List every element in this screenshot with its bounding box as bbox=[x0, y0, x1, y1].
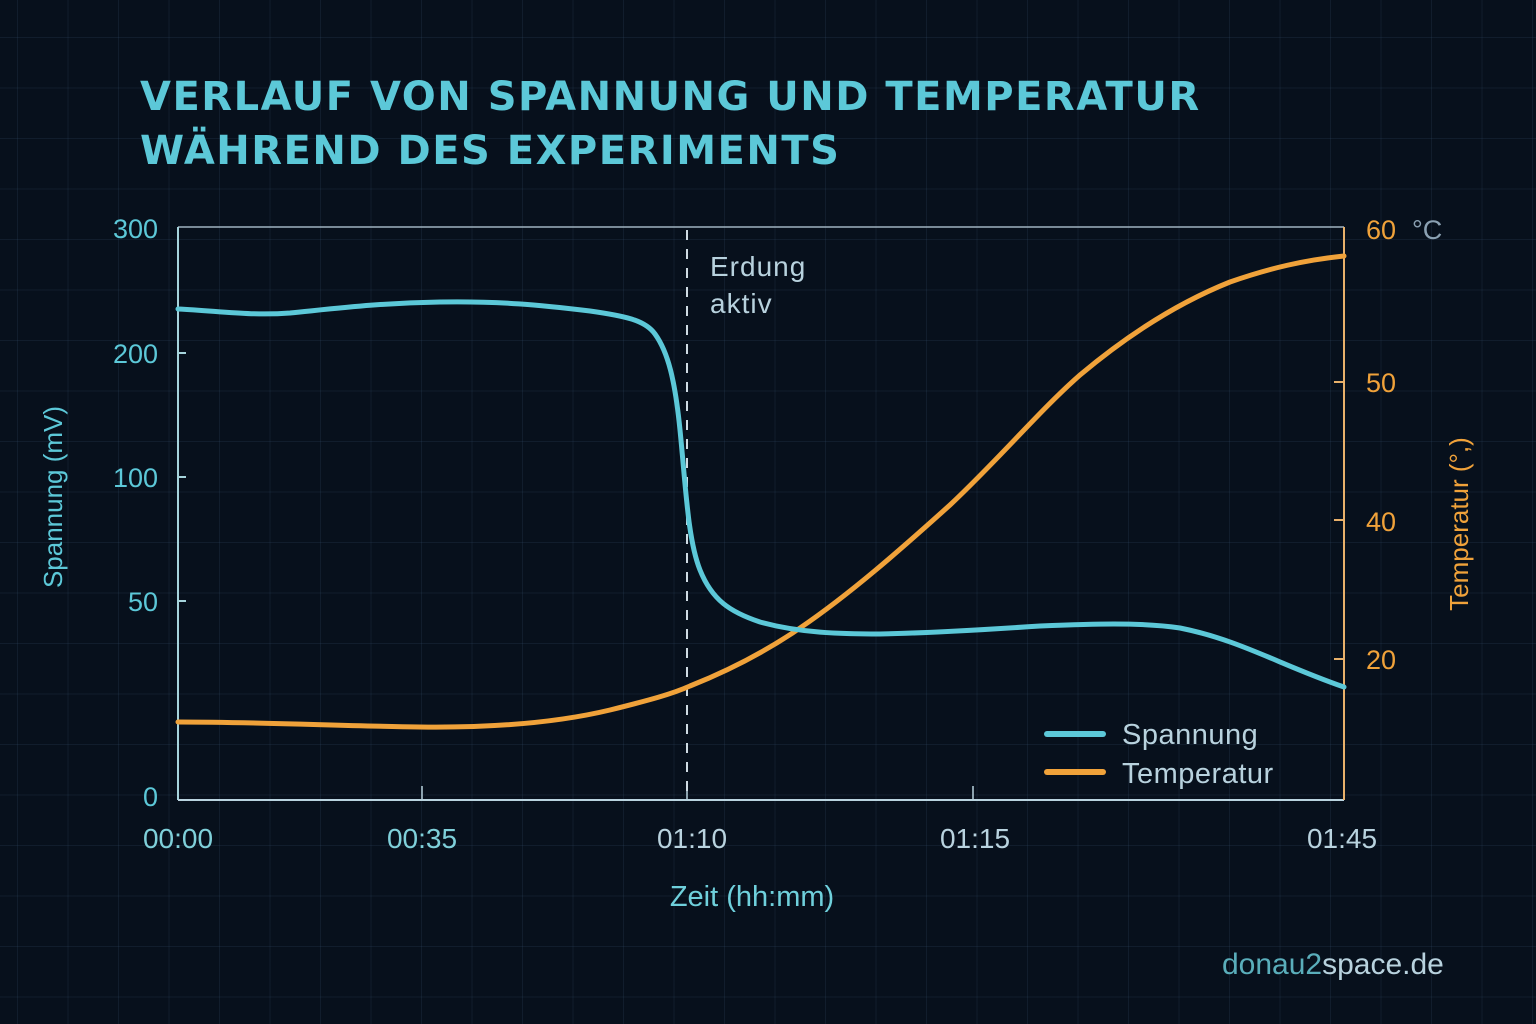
x-axis-ticks bbox=[421, 786, 974, 800]
y-right-tick-50: 50 bbox=[1366, 368, 1396, 398]
watermark: donau2space.de bbox=[1222, 948, 1444, 981]
x-tick-0000: 00:00 bbox=[143, 823, 213, 854]
y-left-axis-label: Spannung (mV) bbox=[38, 406, 68, 588]
chart-title-line1: VERLAUF VON SPANNUNG UND TEMPERATUR bbox=[140, 74, 1201, 120]
left-axis-ticks bbox=[178, 352, 186, 602]
plot-frame bbox=[177, 226, 1345, 801]
spannung-line bbox=[175, 299, 1347, 690]
y-right-unit: °C bbox=[1412, 215, 1442, 245]
temperatur-line bbox=[175, 253, 1347, 730]
legend: Spannung Temperatur bbox=[1044, 719, 1274, 790]
y-left-tick-50: 50 bbox=[128, 587, 158, 617]
y-left-tick-0: 0 bbox=[143, 782, 158, 812]
annotation-line2: aktiv bbox=[710, 288, 773, 319]
chart-title: VERLAUF VON SPANNUNG UND TEMPERATUR WÄHR… bbox=[140, 70, 1201, 178]
legend-item-temperatur: Temperatur bbox=[1044, 758, 1274, 790]
y-right-tick-20: 20 bbox=[1366, 645, 1396, 675]
legend-label-temperatur: Temperatur bbox=[1122, 758, 1274, 790]
x-tick-0115: 01:15 bbox=[940, 823, 1010, 854]
x-tick-0110: 01:10 bbox=[657, 823, 727, 854]
y-left-tick-200: 200 bbox=[113, 339, 158, 369]
y-left-tick-100: 100 bbox=[113, 463, 158, 493]
y-right-axis-label: Temperatur (°,) bbox=[1444, 437, 1474, 611]
right-axis-ticks bbox=[1334, 381, 1344, 660]
watermark-part2: space.de bbox=[1322, 948, 1444, 981]
x-axis-label: Zeit (hh:mm) bbox=[670, 881, 834, 913]
y-right-tick-40: 40 bbox=[1366, 507, 1396, 537]
chart-title-line2: WÄHREND DES EXPERIMENTS bbox=[140, 128, 841, 174]
y-left-tick-300: 300 bbox=[113, 214, 158, 244]
legend-label-spannung: Spannung bbox=[1122, 719, 1258, 751]
annotation-line1: Erdung bbox=[710, 251, 806, 282]
watermark-part1: donau2 bbox=[1222, 948, 1322, 981]
x-tick-0035: 00:35 bbox=[387, 823, 457, 854]
legend-item-spannung: Spannung bbox=[1044, 719, 1258, 751]
x-tick-0145: 01:45 bbox=[1307, 823, 1377, 854]
y-right-tick-60: 60 bbox=[1366, 215, 1396, 245]
